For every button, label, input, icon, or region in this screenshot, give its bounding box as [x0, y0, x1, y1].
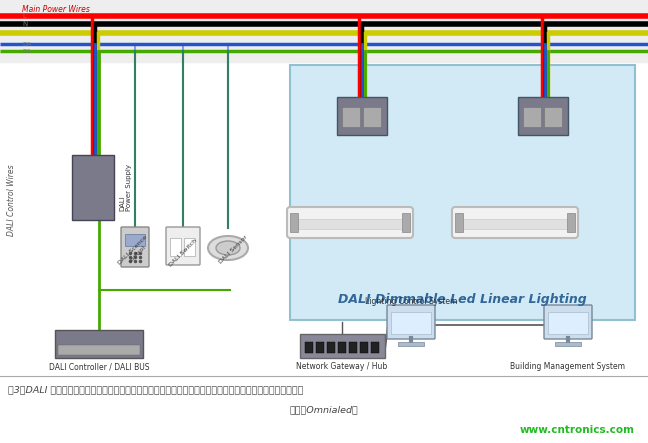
FancyBboxPatch shape	[121, 227, 149, 267]
Bar	[548, 312, 588, 334]
Bar	[0, 0, 648, 62]
Bar	[360, 342, 368, 353]
Text: DALI Dimmable Led Linear Lighting: DALI Dimmable Led Linear Lighting	[338, 294, 587, 307]
Text: DALI Sensor: DALI Sensor	[218, 235, 248, 265]
FancyBboxPatch shape	[452, 207, 578, 238]
Text: 图3：DALI 标准的第一个版本定义了一个控制基础，将所有由并联市电交流电源线供电的设备联系起来。（图片: 图3：DALI 标准的第一个版本定义了一个控制基础，将所有由并联市电交流电源线供…	[8, 385, 303, 395]
FancyBboxPatch shape	[387, 305, 435, 339]
Text: N: N	[22, 21, 27, 27]
Bar	[170, 238, 181, 256]
Bar	[338, 342, 346, 353]
Bar	[337, 97, 387, 135]
Bar	[518, 97, 568, 135]
Text: DALI Switch: DALI Switch	[168, 238, 198, 268]
Bar	[55, 330, 143, 358]
Bar	[398, 342, 424, 346]
FancyBboxPatch shape	[544, 305, 592, 339]
Bar	[555, 342, 581, 346]
Text: Network Gateway / Hub: Network Gateway / Hub	[296, 362, 388, 371]
Bar	[184, 238, 195, 256]
Bar	[290, 213, 298, 232]
Text: L: L	[22, 13, 26, 19]
Text: DA: DA	[22, 42, 31, 47]
Text: 来源：Omnialed）: 来源：Omnialed）	[290, 405, 358, 415]
Ellipse shape	[216, 241, 240, 255]
Text: DALI Controller / DALI BUS: DALI Controller / DALI BUS	[49, 362, 149, 371]
FancyBboxPatch shape	[166, 227, 200, 265]
Ellipse shape	[208, 236, 248, 260]
Text: DALI Control Wires: DALI Control Wires	[8, 164, 16, 236]
Bar	[455, 213, 463, 232]
Bar	[363, 107, 381, 127]
Bar	[125, 234, 145, 246]
Text: www.cntronics.com: www.cntronics.com	[520, 425, 635, 435]
Bar	[402, 213, 410, 232]
Bar	[295, 219, 405, 229]
Text: Building Management System: Building Management System	[511, 362, 625, 371]
Text: Main Power Wires: Main Power Wires	[22, 4, 90, 13]
Bar	[342, 107, 360, 127]
Bar	[305, 342, 313, 353]
Text: DALI Scence
control: DALI Scence control	[117, 235, 153, 270]
Bar	[460, 219, 570, 229]
Bar	[349, 342, 357, 353]
Text: Lighting Control System: Lighting Control System	[365, 298, 457, 307]
Bar	[72, 155, 114, 220]
Bar	[316, 342, 324, 353]
Bar	[58, 345, 140, 355]
Bar	[371, 342, 379, 353]
Text: DA: DA	[22, 48, 31, 54]
Bar	[391, 312, 431, 334]
Bar	[290, 65, 635, 320]
FancyBboxPatch shape	[287, 207, 413, 238]
Bar	[544, 107, 562, 127]
Bar	[567, 213, 575, 232]
Text: DALI
Power Supply: DALI Power Supply	[119, 164, 132, 211]
Bar	[327, 342, 335, 353]
Bar	[523, 107, 541, 127]
Bar	[300, 334, 385, 358]
